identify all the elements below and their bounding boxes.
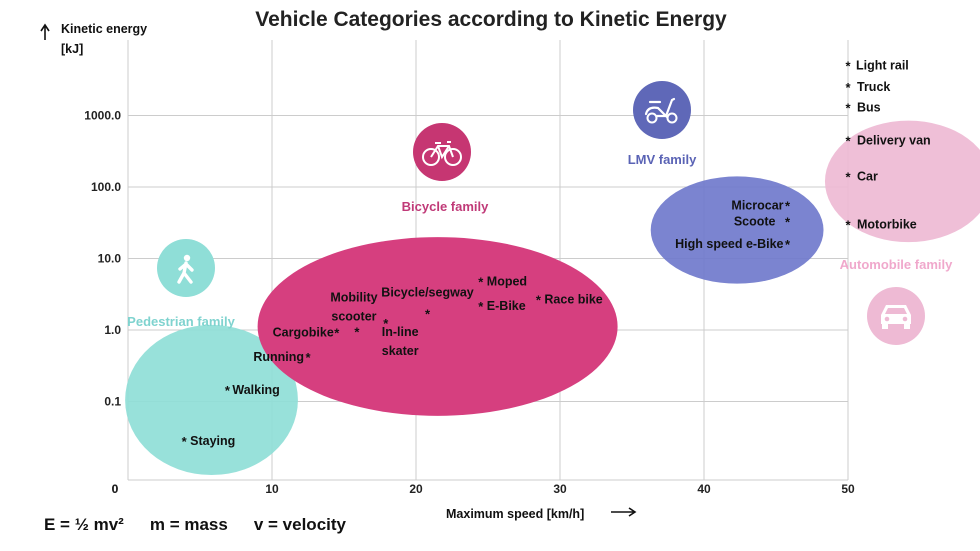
point-marker-cargobike: *	[334, 325, 340, 340]
point-marker-light-rail: *	[845, 59, 851, 74]
point-marker-scoote: *	[785, 214, 791, 229]
axes: Vehicle Categories according to Kinetic …	[40, 8, 855, 521]
x-axis-label: Maximum speed [km/h]	[446, 507, 584, 521]
point-label-e-bike: E-Bike	[487, 299, 526, 313]
bicycle-family-ellipse	[257, 237, 618, 416]
point-label-microcar: Microcar	[731, 199, 783, 213]
x-tick-label: 50	[841, 482, 855, 496]
point-marker-microcar: *	[785, 199, 791, 214]
y-tick-label: 100.0	[91, 180, 121, 194]
point-marker-bicycle-segway: *	[425, 307, 431, 322]
bicycle-wheel-rear	[422, 148, 440, 166]
point-label-bicycle-segway: Bicycle/segway	[381, 286, 473, 300]
x-tick-label: 0	[112, 482, 119, 496]
x-tick-label: 10	[265, 482, 279, 496]
point-marker-car: *	[845, 170, 851, 185]
point-marker-running: *	[305, 350, 311, 365]
car-headlight-right	[902, 316, 908, 322]
bicycle-frame	[430, 141, 454, 160]
pedestrian-head	[183, 254, 191, 262]
y-axis-label: Kinetic energy	[61, 22, 147, 36]
y-tick-label: 1.0	[104, 323, 121, 337]
x-tick-label: 20	[409, 482, 423, 496]
point-label-light-rail: Light rail	[856, 59, 909, 73]
point-marker-walking: *	[225, 383, 231, 398]
lmv-family-ellipse	[650, 176, 824, 284]
y-tick-label: 1000.0	[84, 109, 121, 123]
point-label-delivery-van: Delivery van	[857, 133, 931, 147]
x-tick-label: 40	[697, 482, 711, 496]
bicycle-family-label: Bicycle family	[402, 199, 489, 214]
scooter-wheel-rear	[646, 112, 658, 124]
family-ellipses: Pedestrian family Bicycle family LMV famil…	[125, 81, 980, 476]
point-label-mobility-scooter: Mobility scooter	[330, 291, 377, 324]
car-body	[881, 305, 911, 324]
y-tick-zero: 0	[112, 482, 119, 496]
formula-velocity: v = velocity	[253, 515, 346, 534]
point-marker-delivery-van: *	[845, 133, 851, 148]
point-label-staying: Staying	[190, 434, 235, 448]
point-marker-staying: *	[182, 434, 188, 449]
point-label-truck: Truck	[857, 80, 890, 94]
bicycle-icon	[413, 123, 471, 181]
bicycle-family-icon-circle	[413, 123, 471, 181]
point-label-running: Running	[253, 350, 304, 364]
kinetic-energy-formula: E = ½ mv² m = mass v = velocity	[44, 515, 372, 535]
point-label-high-speed-e-bike: High speed e-Bike	[675, 237, 783, 251]
pedestrian-icon	[157, 239, 215, 297]
data-points: * Staying* Walking*Running*Cargobike *Mobil…	[182, 59, 931, 450]
point-marker-e-bike: *	[478, 299, 484, 314]
lmv-family-label: LMV family	[628, 152, 697, 167]
point-label-in-line-skater: In-line skater	[382, 325, 419, 358]
automobile-family-label: Automobile family	[840, 257, 953, 272]
point-label-walking: Walking	[232, 383, 279, 397]
formula-mass: m = mass	[149, 515, 228, 534]
point-marker-in-line-skater: *	[383, 316, 389, 331]
pedestrian-body	[177, 261, 194, 284]
pedestrian-family-label: Pedestrian family	[127, 314, 235, 329]
scooter-wheel-front	[666, 112, 678, 124]
point-label-motorbike: Motorbike	[857, 217, 917, 231]
formula-energy: E = ½ mv²	[44, 515, 124, 534]
car-icon	[867, 287, 925, 345]
point-label-moped: Moped	[487, 274, 527, 288]
y-axis-unit: [kJ]	[61, 42, 83, 56]
car-wheel-right	[904, 324, 910, 329]
point-label-race-bike: Race bike	[544, 293, 602, 307]
x-tick-label: 30	[553, 482, 567, 496]
bicycle-wheel-front	[444, 148, 462, 166]
point-marker-truck: *	[845, 80, 851, 95]
pedestrian-family-ellipse	[125, 324, 298, 476]
y-axis-arrow-icon	[40, 23, 50, 40]
point-marker-moped: *	[478, 274, 484, 289]
y-tick-label: 10.0	[98, 252, 122, 266]
y-tick-label: 0.1	[104, 395, 121, 409]
lmv-family-icon-circle	[633, 81, 691, 139]
point-label-cargobike: Cargobike	[273, 325, 334, 339]
point-marker-motorbike: *	[845, 217, 851, 232]
automobile-family-ellipse	[824, 120, 980, 243]
car-wheel-left	[882, 324, 888, 329]
point-label-bus: Bus	[857, 100, 881, 114]
point-label-scoote: Scoote	[734, 214, 776, 228]
point-marker-bus: *	[845, 100, 851, 115]
point-marker-mobility-scooter: *	[354, 325, 360, 340]
chart-title: Vehicle Categories according to Kinetic …	[255, 8, 727, 31]
point-label-car: Car	[857, 170, 878, 184]
scooter-icon	[633, 81, 691, 139]
point-marker-race-bike: *	[536, 293, 542, 308]
car-window	[885, 308, 907, 314]
point-marker-high-speed-e-bike: *	[785, 237, 791, 252]
scooter-body	[644, 97, 676, 118]
car-headlight-left	[884, 316, 890, 322]
x-axis-arrow-icon	[611, 507, 637, 517]
